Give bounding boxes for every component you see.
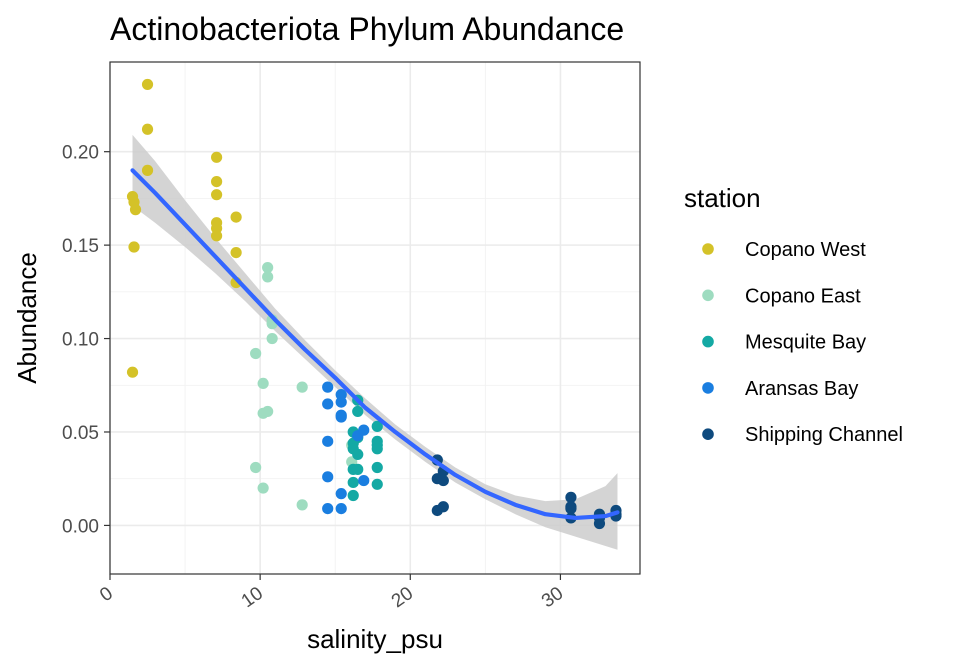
legend-label: Aransas Bay (745, 378, 858, 400)
data-point (437, 474, 449, 487)
data-point (322, 502, 334, 515)
smooth-line-layer (130, 168, 620, 521)
data-point (371, 420, 383, 432)
data-point (211, 175, 223, 188)
y-tick-label: 0.20 (62, 143, 99, 164)
data-point (250, 347, 262, 360)
data-point (128, 241, 140, 253)
data-point (211, 230, 223, 242)
x-axis-title: salinity_psu (307, 624, 443, 654)
data-point (262, 271, 274, 283)
data-point (358, 474, 370, 487)
y-tick-label: 0.05 (62, 423, 99, 444)
x-axis: 0 10 20 30 (96, 574, 567, 612)
data-point (129, 204, 142, 216)
data-point (296, 499, 308, 511)
legend-label: Copano West (745, 239, 866, 261)
data-point (211, 189, 223, 201)
chart-title: Actinobacteriota Phylum Abundance (110, 11, 624, 47)
y-tick-label: 0.00 (62, 516, 99, 537)
x-tick-label: 10 (238, 583, 267, 612)
y-axis-title: Abundance (12, 252, 42, 384)
data-point (347, 476, 359, 489)
data-point (257, 407, 269, 419)
legend-key (702, 382, 714, 394)
data-point (250, 461, 262, 474)
data-point (257, 377, 269, 390)
x-tick-label: 20 (388, 583, 417, 612)
data-point (371, 478, 383, 490)
legend-key (702, 428, 714, 441)
data-point (335, 502, 347, 515)
data-point (141, 123, 154, 135)
data-point (371, 461, 383, 474)
data-point (335, 411, 347, 423)
legend-key (702, 335, 714, 348)
legend: station Copano West Copano East Mesquite B… (684, 183, 903, 446)
data-point (565, 502, 577, 515)
legend-label: Mesquite Bay (745, 332, 866, 354)
legend-label: Copano East (745, 285, 861, 307)
data-point (352, 448, 364, 461)
x-tick-label: 30 (538, 583, 567, 612)
legend-key (702, 289, 714, 302)
data-point (322, 398, 334, 410)
data-point (335, 396, 347, 408)
y-tick-label: 0.10 (62, 330, 99, 351)
plot-panel-border (109, 61, 641, 575)
data-point (230, 246, 242, 259)
data-point (322, 435, 334, 447)
data-point (352, 463, 364, 475)
data-point (322, 381, 334, 393)
data-point (126, 366, 139, 378)
data-point (437, 501, 449, 513)
data-point (296, 381, 308, 393)
data-point (593, 517, 606, 530)
data-point (352, 405, 364, 418)
data-point (371, 443, 383, 455)
data-point (266, 332, 278, 345)
data-point (262, 261, 274, 274)
data-point (230, 211, 242, 223)
y-tick-label: 0.15 (62, 236, 99, 257)
data-point (322, 471, 334, 483)
smooth-trend-line (130, 168, 620, 521)
data-point (565, 491, 577, 503)
data-point (141, 78, 154, 91)
x-tick-label: 0 (96, 583, 117, 606)
legend-label: Shipping Channel (745, 424, 903, 446)
data-point (335, 488, 347, 500)
minor-gridlines (110, 62, 640, 574)
legend-key (702, 243, 714, 255)
data-point (347, 489, 359, 502)
legend-title: station (684, 183, 761, 213)
y-axis: 0.00 0.05 0.10 0.15 0.20 (62, 143, 110, 537)
data-point (257, 482, 269, 494)
data-point (358, 424, 370, 436)
data-point (211, 151, 223, 163)
data-point (141, 164, 154, 176)
